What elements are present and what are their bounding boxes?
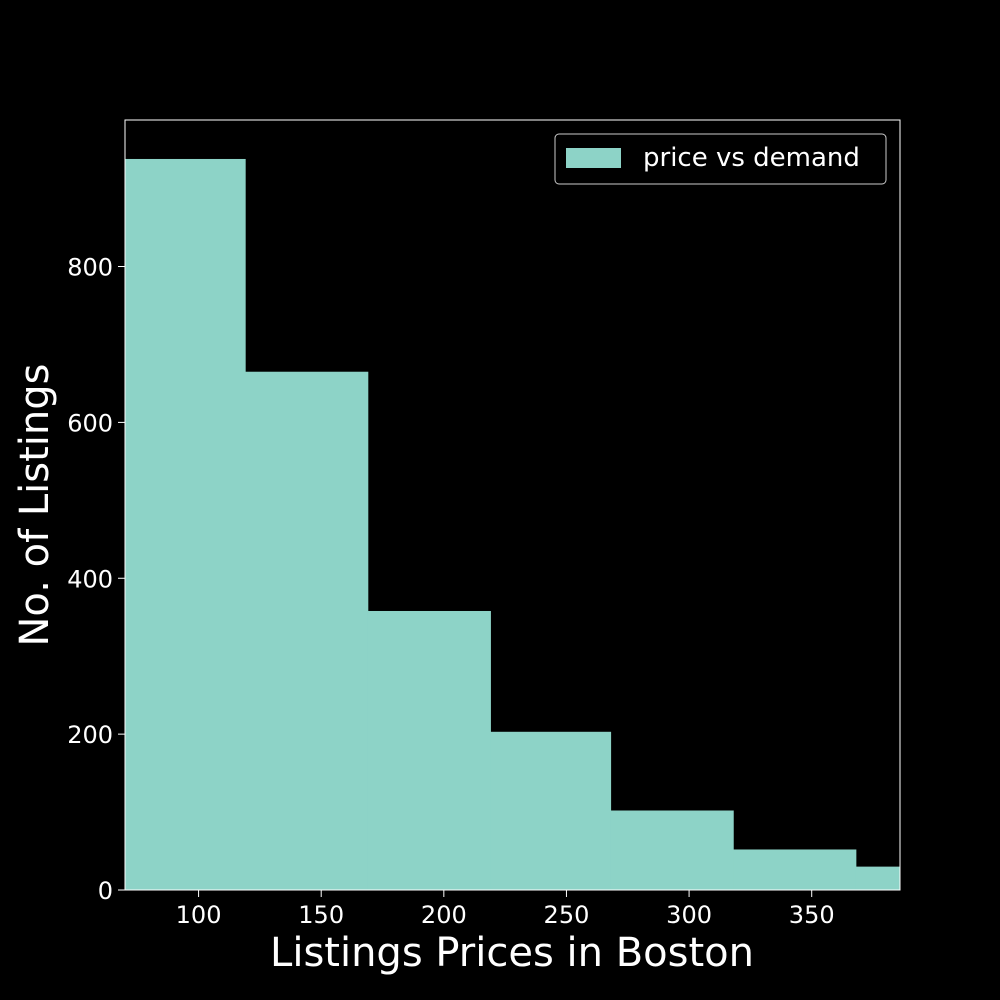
x-tick-label: 150: [298, 901, 344, 929]
histogram-bar-7: [855, 866, 901, 890]
histogram-bar-4: [490, 731, 612, 890]
y-tick-label: 0: [98, 877, 113, 905]
legend-swatch: [566, 148, 621, 168]
x-tick-label: 350: [789, 901, 835, 929]
histogram-bar-3: [367, 610, 491, 890]
y-axis-ticks: 0 200 400 600 800: [67, 254, 125, 905]
y-tick-label: 200: [67, 721, 113, 749]
x-tick-label: 300: [666, 901, 712, 929]
y-tick-label: 800: [67, 254, 113, 282]
histogram-bars: [125, 158, 901, 891]
legend-label: price vs demand: [643, 143, 860, 173]
x-tick-label: 250: [544, 901, 590, 929]
x-tick-label: 100: [176, 901, 222, 929]
histogram-bar-1: [125, 158, 246, 891]
x-axis-label: Listings Prices in Boston: [270, 930, 754, 976]
histogram-bar-2: [245, 371, 369, 890]
x-axis-ticks: 100 150 200 250 300 350: [176, 890, 835, 929]
y-axis-label: No. of Listings: [12, 363, 58, 646]
legend: price vs demand: [554, 133, 887, 185]
histogram-bar-6: [733, 849, 857, 890]
y-tick-label: 600: [67, 409, 113, 437]
plot-frame: [124, 119, 901, 891]
y-tick-label: 400: [67, 565, 113, 593]
histogram-bar-5: [610, 810, 734, 890]
x-tick-label: 200: [421, 901, 467, 929]
legend-box: [554, 133, 887, 185]
